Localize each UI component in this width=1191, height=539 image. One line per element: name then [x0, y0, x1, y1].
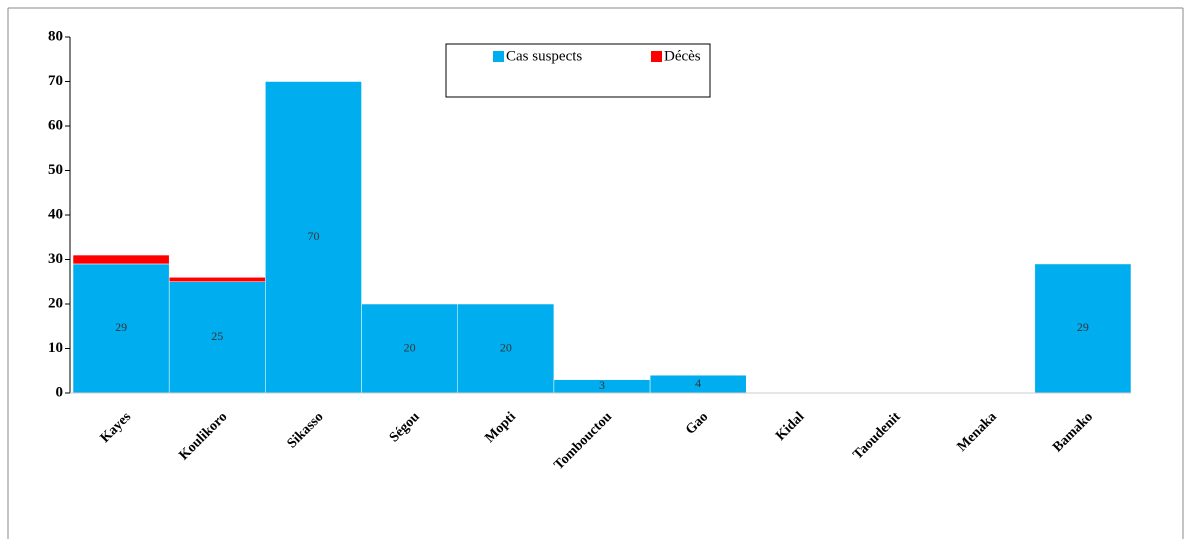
y-tick-label: 10	[48, 340, 63, 356]
x-tick-label: Ségou	[387, 409, 423, 445]
x-tick-label: Koulikoro	[176, 409, 230, 463]
data-label: 29	[115, 320, 127, 334]
data-label: 70	[307, 229, 319, 243]
data-label: 20	[500, 340, 512, 354]
bar-segment	[1034, 263, 1132, 394]
x-tick-label: Bamako	[1050, 409, 1096, 455]
x-tick-label: Kayes	[98, 409, 135, 446]
bar-segment	[72, 263, 170, 394]
legend-label: Cas suspects	[506, 48, 582, 64]
y-tick-label: 20	[48, 295, 63, 311]
data-label: 4	[695, 376, 701, 390]
y-tick-label: 80	[48, 28, 63, 44]
data-label: 20	[404, 340, 416, 354]
x-tick-label: Tombouctou	[551, 409, 615, 473]
bar-segment	[168, 281, 266, 394]
legend-swatch	[493, 51, 504, 62]
y-tick-label: 70	[48, 73, 63, 89]
data-label: 3	[599, 378, 605, 392]
data-label: 29	[1077, 320, 1089, 334]
data-label: 25	[211, 329, 223, 343]
x-tick-label: Gao	[683, 409, 711, 437]
x-tick-label: Kidal	[773, 409, 807, 443]
x-tick-label: Menaka	[955, 409, 1000, 454]
y-tick-label: 50	[48, 162, 63, 178]
y-tick-label: 40	[48, 206, 63, 222]
x-tick-label: Sikasso	[285, 409, 327, 451]
legend-swatch	[651, 51, 662, 62]
bar-segment	[168, 277, 266, 282]
x-tick-label: Taoudenit	[850, 409, 903, 462]
y-tick-label: 30	[48, 251, 63, 267]
bar-segment	[265, 81, 362, 394]
legend-label: Décès	[664, 48, 701, 64]
y-tick-label: 60	[48, 117, 63, 133]
bar-segment	[361, 303, 458, 394]
y-tick-label: 0	[56, 384, 64, 400]
x-tick-label: Mopti	[482, 409, 519, 446]
bar-segment	[72, 254, 170, 265]
legend-box	[445, 43, 711, 98]
